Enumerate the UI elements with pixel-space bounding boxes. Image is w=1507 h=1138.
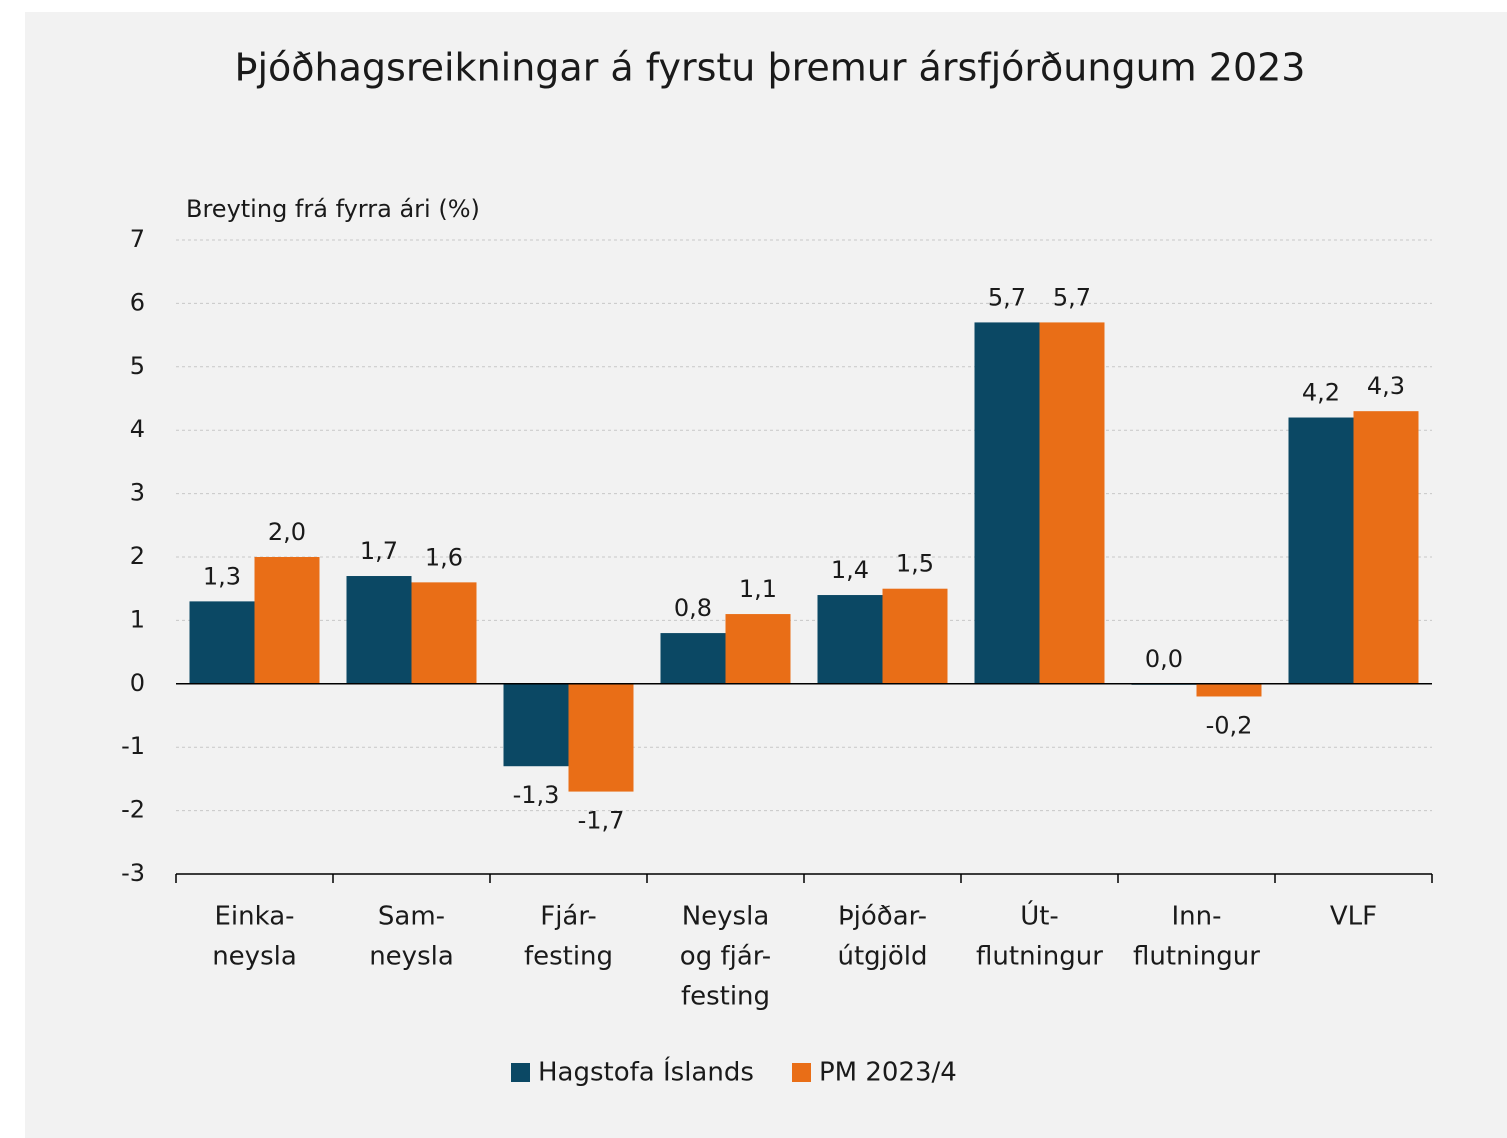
data-label: 1,3 [203, 562, 241, 590]
bar [1353, 411, 1419, 684]
x-tick-label: flutningur [1133, 942, 1260, 972]
bar [725, 614, 791, 684]
bar [346, 576, 412, 684]
x-tick-label: neysla [212, 942, 297, 972]
y-axis-label: Breyting frá fyrra ári (%) [186, 195, 480, 223]
legend-swatch [511, 1063, 530, 1082]
data-label: 0,8 [674, 594, 712, 622]
data-label: 4,3 [1367, 372, 1405, 400]
bar [1196, 683, 1262, 697]
bar [1039, 322, 1105, 684]
y-tick-label: 4 [130, 415, 145, 443]
x-tick-label: Þjóðar- [838, 902, 927, 932]
data-label: -1,7 [578, 807, 625, 835]
data-label: 1,6 [425, 543, 463, 571]
bar [568, 683, 634, 792]
x-tick-label: festing [524, 942, 613, 972]
bar [503, 683, 569, 767]
bar [974, 322, 1040, 684]
chart-title: Þjóðhagsreikningar á fyrstu þremur ársfj… [235, 46, 1306, 90]
x-tick-label: VLF [1330, 902, 1377, 932]
data-label: -0,2 [1206, 711, 1253, 739]
data-label: 1,4 [831, 556, 869, 584]
x-tick-label: og fjár- [680, 942, 771, 972]
y-tick-label: 3 [130, 479, 145, 507]
x-tick-label: útgjöld [837, 942, 927, 972]
y-tick-label: -1 [121, 732, 145, 760]
bar [817, 595, 883, 684]
legend-label: Hagstofa Íslands [538, 1056, 754, 1088]
x-tick-label: Út- [1020, 900, 1059, 932]
bar [660, 633, 726, 684]
x-tick-label: Neysla [682, 902, 770, 932]
y-tick-label: 2 [130, 542, 145, 570]
legend-swatch [792, 1063, 811, 1082]
y-tick-label: 5 [130, 352, 145, 380]
data-label: 4,2 [1302, 379, 1340, 407]
y-tick-label: 0 [130, 669, 145, 697]
y-tick-label: 7 [130, 225, 145, 253]
x-tick-label: neysla [369, 942, 454, 972]
y-tick-label: 1 [130, 605, 145, 633]
data-label: 1,1 [739, 575, 777, 603]
y-tick-label: -2 [121, 796, 145, 824]
x-tick-label: Sam- [378, 902, 445, 932]
data-label: 5,7 [1053, 283, 1091, 311]
data-label: -1,3 [513, 781, 560, 809]
legend-label: PM 2023/4 [819, 1058, 957, 1088]
x-tick-label: Fjár- [540, 902, 597, 932]
data-label: 0,0 [1145, 645, 1183, 673]
x-tick-label: Inn- [1171, 902, 1221, 932]
data-label: 1,5 [896, 550, 934, 578]
data-label: 1,7 [360, 537, 398, 565]
bar [882, 588, 948, 684]
x-tick-label: Einka- [214, 902, 294, 932]
bar [1288, 417, 1354, 684]
bar [254, 557, 320, 684]
x-tick-label: flutningur [976, 942, 1103, 972]
bar [189, 601, 255, 684]
x-tick-label: festing [681, 982, 770, 1012]
y-tick-label: 6 [130, 288, 145, 316]
data-label: 2,0 [268, 518, 306, 546]
bar [411, 582, 477, 684]
y-tick-label: -3 [121, 859, 145, 887]
data-label: 5,7 [988, 283, 1026, 311]
